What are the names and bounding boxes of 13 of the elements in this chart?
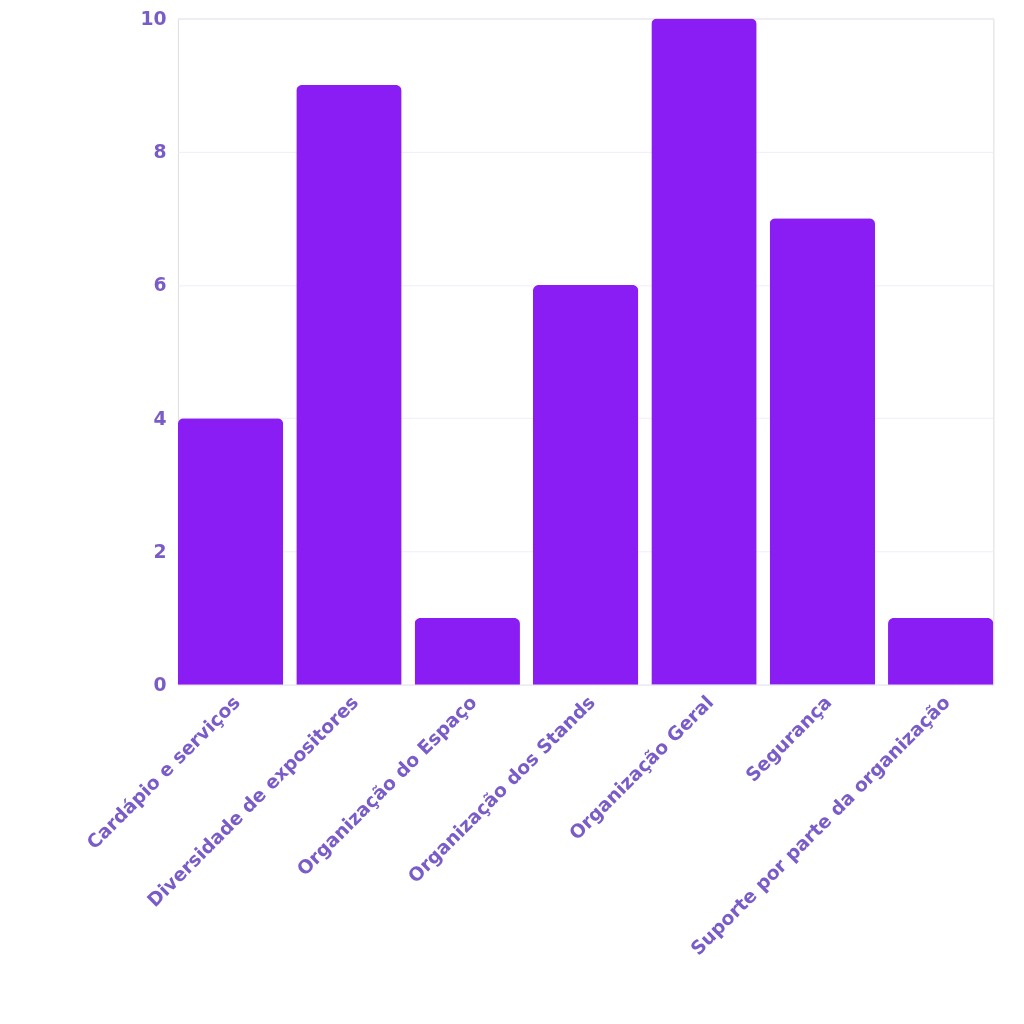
- y-tick-label: 2: [153, 540, 167, 562]
- bar: [414, 618, 520, 685]
- bar: [769, 218, 876, 685]
- bar: [888, 618, 994, 685]
- y-tick-label: 6: [153, 274, 167, 296]
- y-tick-label: 8: [153, 141, 167, 163]
- bar: [651, 18, 757, 685]
- y-tick-label: 0: [153, 674, 167, 696]
- y-tick-label: 10: [140, 7, 167, 29]
- bar: [177, 418, 284, 685]
- y-tick-label: 4: [153, 407, 167, 429]
- bar: [532, 284, 639, 685]
- bar: [296, 85, 402, 685]
